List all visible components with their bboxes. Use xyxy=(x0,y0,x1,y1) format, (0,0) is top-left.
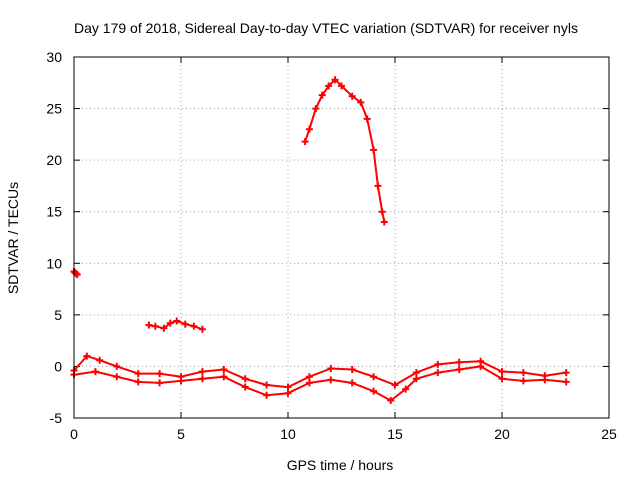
data-point xyxy=(305,125,313,133)
data-point xyxy=(156,370,164,378)
data-point xyxy=(519,377,527,385)
y-tick-label: -5 xyxy=(50,410,63,426)
data-point xyxy=(318,91,326,99)
data-point xyxy=(312,105,320,113)
y-tick-label: 10 xyxy=(46,255,62,271)
y-tick-label: 0 xyxy=(54,358,62,374)
data-marks xyxy=(70,76,570,404)
data-point xyxy=(263,381,271,389)
data-point xyxy=(370,373,378,381)
data-point xyxy=(519,369,527,377)
data-point xyxy=(198,368,206,376)
data-point xyxy=(241,383,249,391)
data-point xyxy=(434,360,442,368)
data-point xyxy=(173,317,181,325)
data-point xyxy=(301,138,309,146)
x-axis-label: GPS time / hours xyxy=(287,457,394,473)
data-point xyxy=(391,381,399,389)
series-trace xyxy=(304,78,386,223)
data-point xyxy=(562,369,570,377)
data-point xyxy=(190,322,198,330)
data-point xyxy=(380,218,388,226)
data-point xyxy=(498,375,506,383)
data-point xyxy=(263,391,271,399)
data-point xyxy=(91,368,99,376)
data-point xyxy=(325,82,333,90)
data-point xyxy=(327,376,335,384)
series-band-upper xyxy=(70,352,570,391)
data-point xyxy=(498,368,506,376)
data-point xyxy=(338,82,345,90)
data-point xyxy=(477,362,485,370)
data-point xyxy=(83,352,91,360)
data-point xyxy=(198,375,206,383)
data-point xyxy=(134,378,142,386)
x-tick-label: 25 xyxy=(601,426,617,442)
data-point xyxy=(357,98,365,106)
x-tick-label: 5 xyxy=(177,426,185,442)
series-band-lower xyxy=(70,362,570,404)
data-point xyxy=(387,396,395,404)
data-point xyxy=(434,369,442,377)
series-mid-arc xyxy=(145,317,206,333)
data-point xyxy=(166,319,174,327)
x-tick-label: 0 xyxy=(70,426,78,442)
x-tick-label: 10 xyxy=(280,426,296,442)
data-point xyxy=(455,366,463,374)
data-point xyxy=(113,373,121,381)
data-point xyxy=(198,325,206,333)
data-point xyxy=(378,208,386,216)
data-point xyxy=(370,146,378,154)
data-point xyxy=(156,379,164,387)
data-point xyxy=(370,387,378,395)
data-point xyxy=(177,377,185,385)
data-point xyxy=(348,92,356,100)
y-axis-label: SDTVAR / TECUs xyxy=(5,182,21,294)
series-early-spike xyxy=(70,268,81,279)
x-tick-label: 20 xyxy=(494,426,510,442)
data-point xyxy=(160,324,168,332)
data-point xyxy=(73,271,81,279)
plot-frame xyxy=(73,56,610,419)
grid-lines xyxy=(74,57,609,418)
series-trace xyxy=(73,365,568,402)
data-point xyxy=(134,370,142,378)
y-tick-label: 30 xyxy=(46,49,62,65)
data-point xyxy=(220,373,228,381)
data-point xyxy=(374,182,382,190)
y-tick-label: 15 xyxy=(46,204,62,220)
data-point xyxy=(145,321,153,329)
data-point xyxy=(305,373,313,381)
data-point xyxy=(541,376,549,384)
y-tick-label: 25 xyxy=(46,101,62,117)
series-large-arc xyxy=(301,76,388,226)
data-point xyxy=(348,379,356,387)
data-point xyxy=(412,369,420,377)
chart-title: Day 179 of 2018, Sidereal Day-to-day VTE… xyxy=(74,20,578,36)
data-point xyxy=(348,366,356,374)
data-point xyxy=(562,378,570,386)
data-point xyxy=(284,389,292,397)
y-tick-label: 20 xyxy=(46,152,62,168)
x-tick-label: 15 xyxy=(387,426,403,442)
data-point xyxy=(284,383,292,391)
y-tick-label: 5 xyxy=(54,307,62,323)
data-point xyxy=(363,115,371,123)
data-point xyxy=(151,322,159,330)
data-point xyxy=(331,76,339,84)
data-point xyxy=(327,364,335,372)
data-point xyxy=(455,358,463,366)
data-point xyxy=(402,385,410,393)
data-point xyxy=(113,362,121,370)
axis-ticks: 0 5 10 15 20 25 -5 0 5 10 15 20 25 30 xyxy=(46,49,617,442)
data-point xyxy=(241,375,249,383)
data-point xyxy=(220,366,228,374)
data-point xyxy=(96,356,104,364)
data-point xyxy=(181,320,189,328)
data-point xyxy=(412,375,420,383)
data-point xyxy=(305,379,313,387)
